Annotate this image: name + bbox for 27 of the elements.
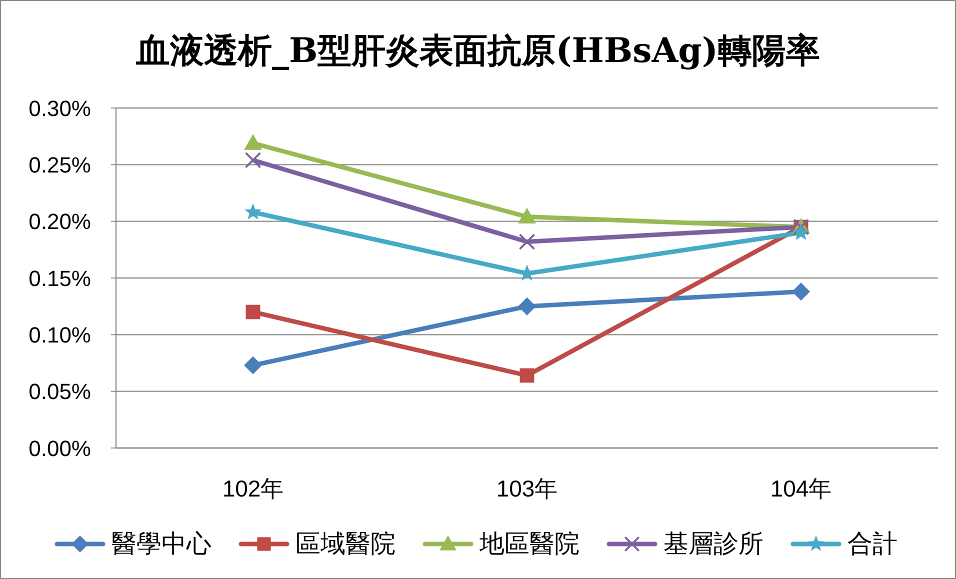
legend-label: 區域醫院: [296, 529, 396, 559]
point: [244, 356, 262, 374]
point: [520, 368, 534, 383]
y-tick-label: 0.30%: [28, 96, 91, 121]
legend-label: 合計: [848, 529, 898, 559]
y-tick-label: 0.15%: [28, 266, 91, 291]
y-tick-label: 0.20%: [28, 209, 91, 234]
x-tick-label: 102年: [222, 475, 284, 502]
point: [518, 297, 536, 316]
point: [244, 203, 262, 220]
legend-label: 基層診所: [664, 529, 764, 559]
y-tick-label: 0.00%: [28, 436, 91, 461]
y-tick-label: 0.05%: [28, 379, 91, 404]
point: [518, 234, 536, 250]
x-tick-label: 104年: [770, 475, 832, 502]
point: [244, 152, 262, 168]
y-tick-label: 0.10%: [28, 322, 91, 348]
chart-title: 血液透析_B型肝炎表面抗原(HBsAg)轉陽率: [134, 31, 822, 71]
legend-label: 醫學中心: [112, 529, 212, 559]
point: [792, 282, 810, 301]
y-tick-label: 0.25%: [28, 152, 91, 178]
point: [246, 304, 260, 320]
point: [792, 224, 810, 240]
legend-label: 地區醫院: [480, 529, 580, 559]
point: [518, 208, 536, 224]
x-tick-label: 103年: [496, 475, 558, 502]
point: [244, 134, 262, 150]
